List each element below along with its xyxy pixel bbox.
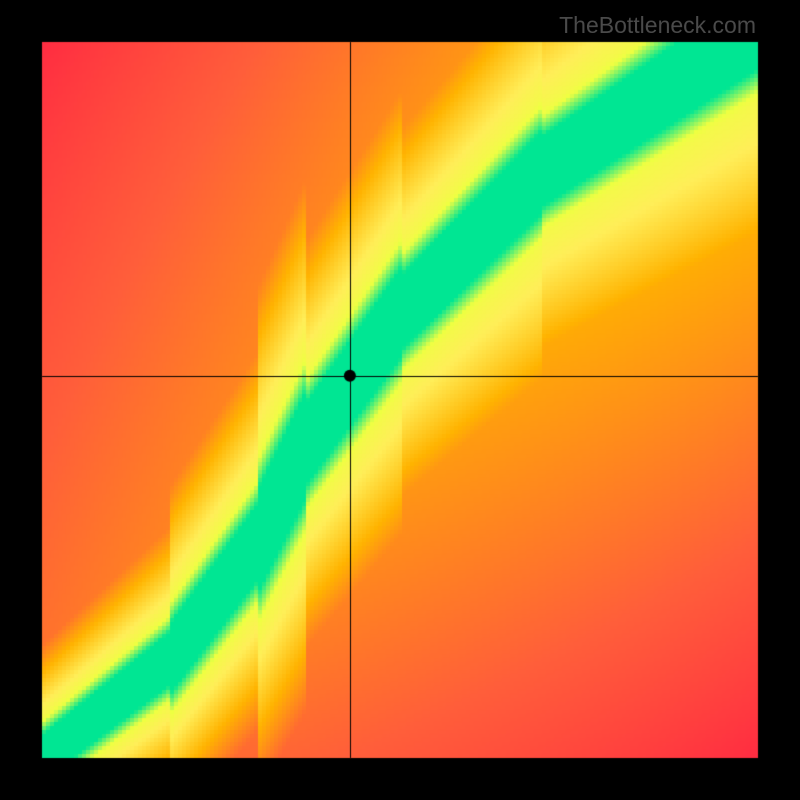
crosshair-overlay (0, 0, 800, 800)
watermark-text: TheBottleneck.com (559, 12, 756, 39)
